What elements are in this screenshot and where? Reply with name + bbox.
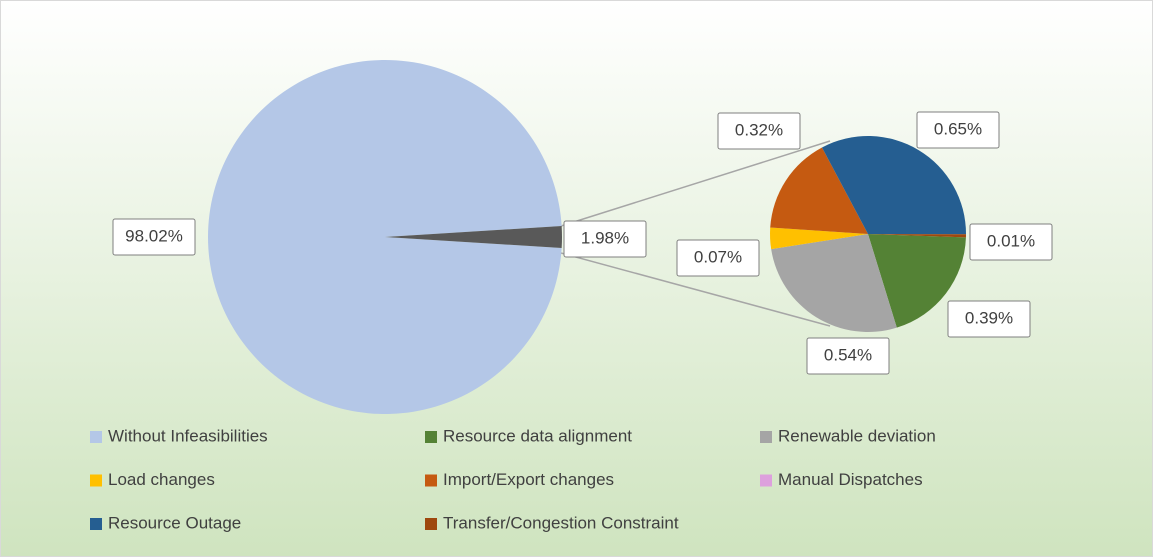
- data-label: 0.32%: [735, 120, 783, 139]
- legend-label: Load changes: [108, 470, 215, 489]
- data-label: 0.01%: [987, 231, 1035, 250]
- data-label-box: [916, 111, 1000, 149]
- pie-slice: [868, 234, 966, 328]
- pie-slice: [821, 135, 966, 235]
- data-label-box: [969, 223, 1053, 261]
- data-label-box: [717, 112, 801, 150]
- legend-swatch: [760, 431, 772, 443]
- data-label: 0.54%: [824, 345, 872, 364]
- legend-label: Renewable deviation: [778, 426, 936, 445]
- data-label: 0.65%: [934, 119, 982, 138]
- legend-label: Resource data alignment: [443, 426, 632, 445]
- data-label-box: [947, 300, 1031, 338]
- connector-line: [560, 140, 831, 227]
- legend-swatch: [90, 518, 102, 530]
- data-label-box: [806, 337, 890, 375]
- legend-swatch: [425, 474, 437, 487]
- legend-label: Transfer/Congestion Constraint: [443, 513, 679, 532]
- pie-slice: [385, 225, 562, 249]
- legend-label: Import/Export changes: [443, 470, 614, 489]
- data-label: 0.07%: [694, 247, 742, 266]
- pie-slice: [868, 234, 966, 238]
- data-label: 1.98%: [581, 228, 629, 247]
- pie-slice: [771, 234, 897, 332]
- legend-swatch: [425, 518, 437, 530]
- legend-label: Without Infeasibilities: [108, 426, 268, 445]
- pie-slice: [207, 60, 562, 414]
- legend-swatch: [90, 474, 102, 487]
- data-label-box: [563, 220, 647, 258]
- data-label: 98.02%: [125, 226, 183, 245]
- data-label: 0.39%: [965, 308, 1013, 327]
- pie-slice: [770, 227, 868, 250]
- legend-swatch: [760, 474, 772, 487]
- legend-label: Resource Outage: [108, 513, 241, 532]
- pie-slice: [770, 147, 868, 234]
- data-label-box: [112, 218, 196, 256]
- connector-line: [560, 252, 831, 327]
- legend-swatch: [425, 431, 437, 443]
- legend-swatch: [90, 431, 102, 443]
- data-label-box: [676, 239, 760, 277]
- legend-label: Manual Dispatches: [778, 470, 923, 489]
